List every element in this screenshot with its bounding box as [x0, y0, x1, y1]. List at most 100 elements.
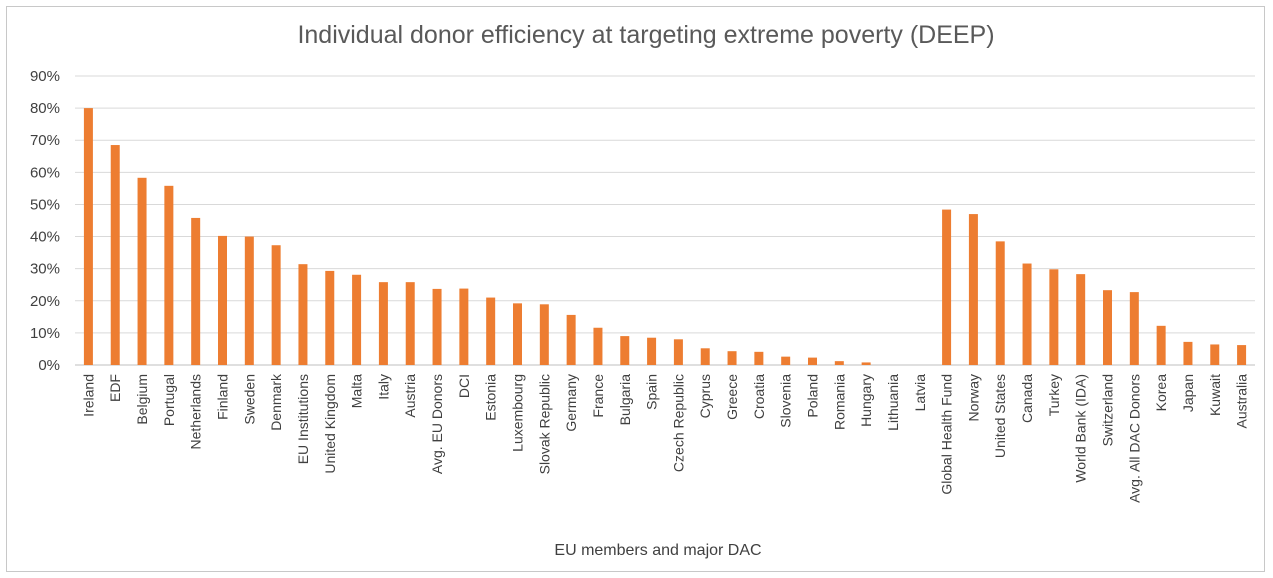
bar — [432, 288, 442, 365]
x-axis-label: EU members and major DAC — [554, 542, 761, 559]
x-tick-label: Global Health Fund — [939, 374, 955, 495]
y-tick-label: 30% — [30, 261, 60, 278]
bar — [861, 362, 871, 365]
x-tick-label: Croatia — [751, 374, 767, 419]
x-tick-label: Greece — [724, 374, 740, 420]
x-tick-label: Germany — [563, 374, 579, 432]
bar — [1183, 341, 1193, 365]
x-tick-label: France — [590, 374, 606, 418]
x-tick-label: Ireland — [80, 374, 96, 417]
bar — [137, 177, 147, 365]
bar — [942, 209, 952, 365]
bar — [1129, 292, 1139, 365]
bar — [352, 274, 362, 365]
x-tick-label: Portugal — [161, 374, 177, 426]
x-tick-label: Sweden — [241, 374, 257, 425]
bar — [218, 235, 227, 365]
x-tick-label: Latvia — [912, 374, 928, 412]
y-tick-label: 60% — [30, 164, 60, 181]
bar — [1156, 325, 1166, 365]
bar — [781, 356, 791, 365]
bar — [1237, 345, 1247, 365]
bar — [673, 339, 683, 365]
x-tick-label: United States — [992, 374, 1008, 458]
bar — [164, 185, 174, 365]
bar — [834, 361, 844, 365]
x-tick-label: Estonia — [483, 374, 499, 421]
bar — [325, 270, 335, 365]
x-tick-label: EDF — [107, 374, 123, 402]
x-tick-label: Korea — [1153, 374, 1169, 412]
x-tick-label: Denmark — [268, 373, 284, 431]
x-tick-label: Switzerland — [1100, 374, 1116, 446]
x-tick-label: Norway — [965, 374, 981, 421]
x-tick-label: Italy — [375, 374, 391, 400]
x-tick-label: Finland — [215, 374, 231, 420]
bar — [1022, 263, 1032, 365]
bar — [968, 214, 978, 365]
x-tick-label: Poland — [805, 374, 821, 418]
y-tick-label: 0% — [38, 357, 60, 374]
bar — [593, 327, 603, 365]
x-tick-label: Hungary — [858, 374, 874, 427]
y-tick-label: 40% — [30, 229, 60, 246]
x-tick-label: Lithuania — [885, 374, 901, 431]
bar — [539, 304, 549, 365]
bar — [1210, 344, 1220, 365]
bars — [83, 108, 1247, 366]
bar — [378, 282, 388, 365]
y-tick-label: 80% — [30, 100, 60, 117]
x-tick-label: Kuwait — [1207, 374, 1223, 416]
y-tick-label: 10% — [30, 325, 60, 342]
bar — [271, 245, 281, 365]
bar — [1049, 269, 1059, 365]
x-axis-ticks: Ireland EDF Belgium Portugal Netherlands Finl… — [80, 373, 1249, 503]
x-tick-label: World Bank (IDA) — [1073, 374, 1089, 483]
bar — [459, 288, 469, 365]
bar — [620, 336, 630, 365]
bar — [191, 217, 201, 365]
y-tick-label: 50% — [30, 196, 60, 213]
bar — [405, 282, 415, 365]
bar — [486, 297, 496, 365]
bar — [244, 236, 254, 365]
x-tick-label: Avg. All DAC Donors — [1126, 374, 1142, 503]
bar — [727, 351, 737, 365]
x-tick-label: Japan — [1180, 374, 1196, 412]
bar — [647, 337, 657, 365]
x-tick-label: Slovenia — [778, 374, 794, 428]
y-tick-label: 70% — [30, 132, 60, 149]
x-tick-label: Netherlands — [188, 374, 204, 450]
x-tick-label: DCI — [456, 374, 472, 398]
x-tick-label: Avg. EU Donors — [429, 374, 445, 474]
bar — [513, 303, 522, 365]
bar — [1076, 274, 1086, 365]
x-tick-label: Austria — [402, 374, 418, 418]
x-tick-label: Cyprus — [697, 374, 713, 418]
bar — [700, 348, 710, 365]
x-tick-label: Luxembourg — [510, 374, 526, 452]
bar — [754, 351, 764, 365]
bar — [995, 241, 1005, 365]
x-tick-label: Malta — [349, 374, 365, 408]
y-axis-ticks: 0% 10% 20% 30% 40% 50% 60% 70% 80% 90% — [30, 68, 60, 374]
x-tick-label: Australia — [1234, 374, 1250, 429]
y-tick-label: 20% — [30, 293, 60, 310]
x-tick-label: Slovak Republic — [536, 374, 552, 474]
bar — [1103, 290, 1112, 365]
x-tick-label: Spain — [644, 374, 660, 410]
x-tick-label: Bulgaria — [617, 374, 633, 426]
x-tick-label: EU Institutions — [295, 374, 311, 464]
x-tick-label: Belgium — [134, 374, 150, 425]
x-tick-label: Czech Republic — [670, 374, 686, 472]
x-tick-label: Turkey — [1046, 374, 1062, 416]
chart-title: Individual donor efficiency at targeting… — [297, 21, 994, 49]
x-tick-label: United Kingdom — [322, 374, 338, 474]
y-tick-label: 90% — [30, 68, 60, 85]
bar — [83, 108, 93, 366]
bar — [566, 314, 576, 365]
bar — [110, 145, 120, 365]
x-tick-label: Romania — [831, 374, 847, 430]
x-tick-label: Canada — [1019, 374, 1035, 423]
